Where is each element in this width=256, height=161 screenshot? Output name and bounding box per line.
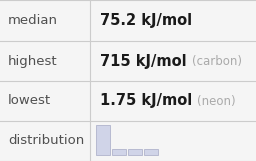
Text: median: median <box>8 14 58 27</box>
Text: highest: highest <box>8 55 58 67</box>
Text: lowest: lowest <box>8 95 51 108</box>
Text: 75.2 kJ/mol: 75.2 kJ/mol <box>100 13 192 28</box>
Text: 715 kJ/mol: 715 kJ/mol <box>100 53 187 68</box>
Text: (neon): (neon) <box>197 95 236 108</box>
Text: (carbon): (carbon) <box>192 55 242 67</box>
Bar <box>112 149 126 155</box>
Bar <box>96 125 110 155</box>
Bar <box>128 149 142 155</box>
Text: distribution: distribution <box>8 134 84 147</box>
Bar <box>144 149 158 155</box>
Text: 1.75 kJ/mol: 1.75 kJ/mol <box>100 94 192 109</box>
